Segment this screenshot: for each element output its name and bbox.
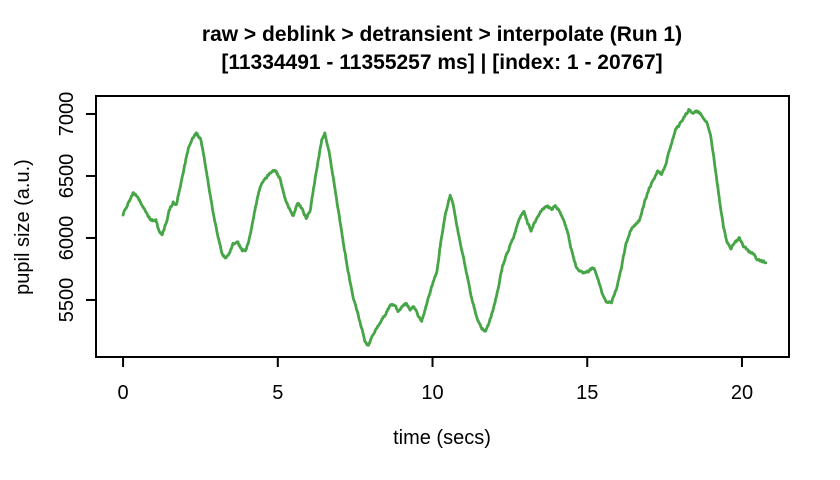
y-axis-label: pupil size (a.u.) xyxy=(12,159,34,295)
y-tick-label: 6000 xyxy=(56,216,78,261)
pupil-size-line xyxy=(121,108,768,347)
plot-border-box xyxy=(95,95,790,358)
x-axis-label: time (secs) xyxy=(393,427,491,449)
x-tick-label: 15 xyxy=(576,382,598,404)
chart-title: raw > deblink > detransient > interpolat… xyxy=(202,23,682,46)
x-tick-label: 0 xyxy=(118,382,129,404)
y-tick-label: 7000 xyxy=(56,92,78,137)
y-axis-ticks: 5500 6000 6500 7000 xyxy=(56,92,96,322)
y-tick-label: 5500 xyxy=(56,278,78,323)
x-tick-label: 5 xyxy=(272,382,283,404)
x-tick-label: 10 xyxy=(421,382,443,404)
y-tick-label: 6500 xyxy=(56,154,78,199)
chart-subtitle: [11334491 - 11355257 ms] | [index: 1 - 2… xyxy=(221,51,662,74)
x-tick-label: 20 xyxy=(731,382,753,404)
x-axis-ticks: 0 5 10 15 20 xyxy=(118,357,753,404)
